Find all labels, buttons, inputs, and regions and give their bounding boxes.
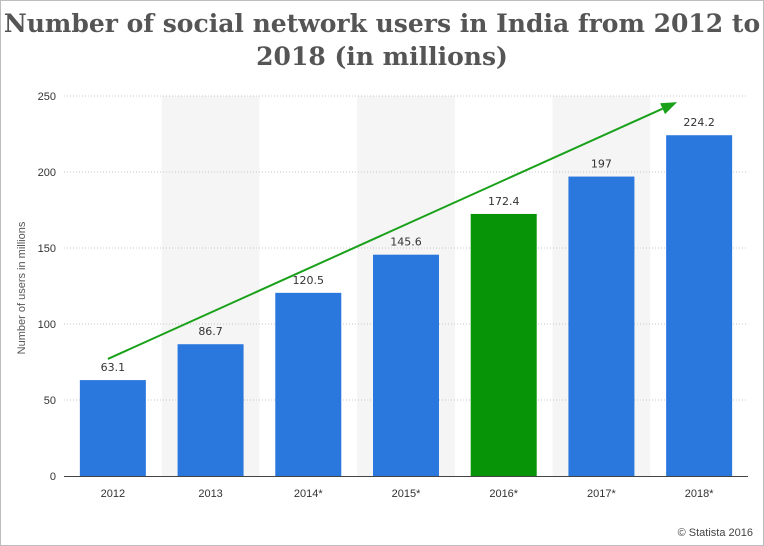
bar-2016: [470, 213, 537, 476]
bar-value-label: 86.7: [198, 325, 223, 338]
x-tick-label: 2014*: [294, 488, 323, 500]
trend-arrow-shaft: [107, 107, 663, 360]
y-tick-label: 100: [38, 319, 56, 331]
trend-arrow-head: [660, 102, 678, 115]
source-credit: © Statista 2016: [677, 527, 753, 539]
y-tick-label: 200: [38, 167, 56, 179]
bar-2017: [568, 176, 635, 476]
x-tick-label: 2016*: [489, 488, 518, 500]
y-tick-label: 250: [38, 91, 56, 103]
y-tick-label: 0: [50, 471, 56, 483]
x-tick-label: 2012: [101, 488, 125, 500]
bar-2012: [79, 380, 146, 476]
bar-2014: [275, 292, 342, 476]
bar-value-label: 145.6: [390, 236, 422, 249]
x-tick-label: 2015*: [392, 488, 421, 500]
bar-2013: [177, 344, 244, 476]
bar-value-label: 120.5: [293, 274, 325, 287]
bar-value-label: 172.4: [488, 195, 520, 208]
x-tick-label: 2017*: [587, 488, 616, 500]
x-axis-ticks: 2012 2013 2014* 2015* 2016* 2017* 2018*: [101, 488, 715, 500]
y-tick-label: 150: [38, 243, 56, 255]
bar-value-label: 224.2: [683, 116, 715, 129]
y-axis-ticks: 0 50 100 150 200 250: [38, 91, 56, 483]
bar-value-label: 197: [591, 158, 612, 171]
trend-arrow: [107, 102, 678, 360]
bar-2018: [666, 135, 733, 476]
x-tick-label: 2013: [198, 488, 222, 500]
x-tick-label: 2018*: [685, 488, 714, 500]
chart-title: Number of social network users in India …: [3, 9, 761, 71]
y-axis-title: Number of users in millions: [16, 221, 28, 354]
bars: [79, 135, 733, 476]
bar-value-label: 63.1: [101, 361, 126, 374]
y-tick-label: 50: [44, 395, 56, 407]
bar-value-labels: 63.1 86.7 120.5 145.6 172.4 197 224.2: [101, 116, 715, 374]
bar-2015: [373, 254, 439, 476]
